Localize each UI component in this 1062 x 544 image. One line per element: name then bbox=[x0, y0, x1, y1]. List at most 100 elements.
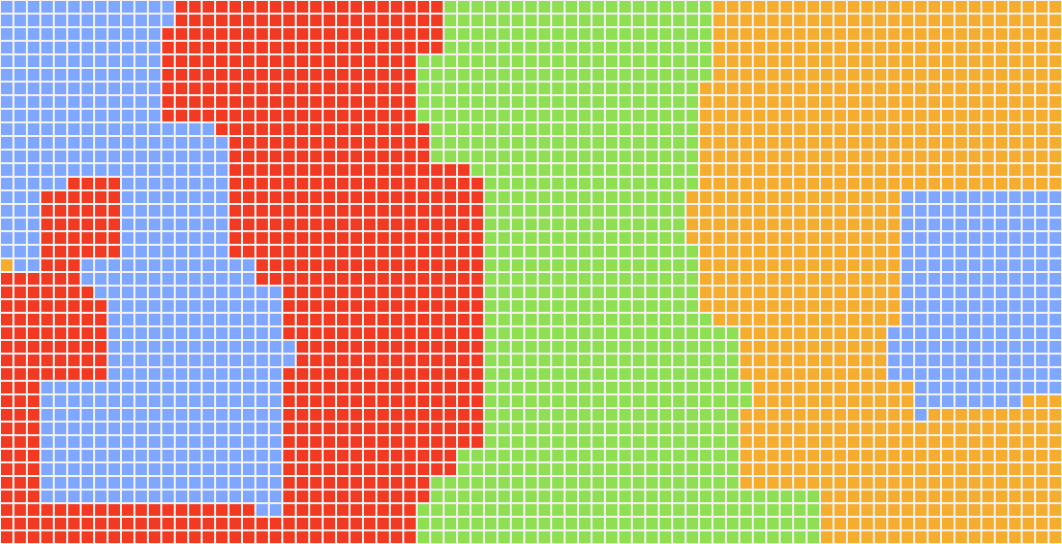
grid-cell-red[interactable] bbox=[350, 41, 362, 54]
grid-cell-blue[interactable] bbox=[41, 69, 53, 81]
grid-cell-blue[interactable] bbox=[189, 368, 201, 380]
grid-cell-red[interactable] bbox=[404, 1, 416, 13]
grid-cell-red[interactable] bbox=[444, 341, 457, 353]
grid-cell-green[interactable] bbox=[525, 137, 537, 149]
grid-cell-blue[interactable] bbox=[269, 477, 282, 489]
grid-cell-red[interactable] bbox=[323, 82, 336, 95]
grid-cell-red[interactable] bbox=[1, 300, 13, 312]
grid-cell-red[interactable] bbox=[81, 245, 94, 258]
grid-cell-blue[interactable] bbox=[175, 232, 188, 244]
grid-cell-green[interactable] bbox=[686, 449, 699, 462]
grid-cell-red[interactable] bbox=[431, 354, 443, 367]
grid-cell-blue[interactable] bbox=[269, 381, 282, 394]
grid-cell-blue[interactable] bbox=[14, 137, 26, 149]
grid-cell-blue[interactable] bbox=[229, 327, 241, 339]
grid-cell-red[interactable] bbox=[350, 96, 362, 108]
grid-cell-red[interactable] bbox=[444, 395, 457, 407]
grid-cell-green[interactable] bbox=[525, 273, 537, 285]
grid-cell-green[interactable] bbox=[498, 232, 510, 244]
grid-cell-blue[interactable] bbox=[216, 150, 228, 163]
grid-cell-green[interactable] bbox=[619, 368, 631, 380]
grid-cell-blue[interactable] bbox=[1022, 368, 1035, 380]
grid-cell-red[interactable] bbox=[310, 517, 322, 530]
grid-cell-orange[interactable] bbox=[794, 354, 806, 367]
grid-cell-orange[interactable] bbox=[726, 28, 739, 40]
grid-cell-orange[interactable] bbox=[1009, 1, 1021, 13]
grid-cell-red[interactable] bbox=[323, 259, 336, 271]
grid-cell-green[interactable] bbox=[686, 409, 699, 421]
grid-cell-red[interactable] bbox=[323, 245, 336, 258]
grid-cell-green[interactable] bbox=[538, 41, 551, 54]
grid-cell-blue[interactable] bbox=[148, 477, 161, 489]
grid-cell-orange[interactable] bbox=[955, 69, 967, 81]
grid-cell-orange[interactable] bbox=[686, 205, 699, 217]
grid-cell-orange[interactable] bbox=[726, 69, 739, 81]
grid-cell-orange[interactable] bbox=[888, 232, 900, 244]
grid-cell-blue[interactable] bbox=[135, 354, 147, 367]
grid-cell-blue[interactable] bbox=[242, 449, 255, 462]
grid-cell-red[interactable] bbox=[54, 205, 67, 217]
grid-cell-orange[interactable] bbox=[888, 177, 900, 190]
grid-cell-red[interactable] bbox=[41, 313, 53, 326]
grid-cell-red[interactable] bbox=[431, 177, 443, 190]
grid-cell-orange[interactable] bbox=[861, 41, 873, 54]
grid-cell-green[interactable] bbox=[552, 82, 564, 95]
grid-cell-green[interactable] bbox=[700, 517, 712, 530]
grid-cell-green[interactable] bbox=[552, 218, 564, 231]
grid-cell-blue[interactable] bbox=[108, 327, 120, 339]
grid-cell-blue[interactable] bbox=[68, 41, 80, 54]
grid-cell-orange[interactable] bbox=[995, 41, 1008, 54]
grid-cell-green[interactable] bbox=[484, 381, 497, 394]
grid-cell-orange[interactable] bbox=[901, 177, 914, 190]
grid-cell-orange[interactable] bbox=[767, 14, 779, 27]
grid-cell-green[interactable] bbox=[525, 463, 537, 475]
grid-cell-green[interactable] bbox=[632, 164, 645, 176]
grid-cell-red[interactable] bbox=[269, 41, 282, 54]
grid-cell-blue[interactable] bbox=[81, 82, 94, 95]
grid-cell-blue[interactable] bbox=[148, 368, 161, 380]
grid-cell-orange[interactable] bbox=[767, 436, 779, 448]
grid-cell-green[interactable] bbox=[511, 368, 524, 380]
grid-cell-green[interactable] bbox=[498, 218, 510, 231]
grid-cell-red[interactable] bbox=[404, 137, 416, 149]
grid-cell-blue[interactable] bbox=[175, 436, 188, 448]
grid-cell-green[interactable] bbox=[552, 28, 564, 40]
grid-cell-orange[interactable] bbox=[780, 150, 793, 163]
grid-cell-red[interactable] bbox=[323, 177, 336, 190]
grid-cell-red[interactable] bbox=[363, 313, 376, 326]
grid-cell-green[interactable] bbox=[619, 28, 631, 40]
grid-cell-red[interactable] bbox=[363, 273, 376, 285]
grid-cell-blue[interactable] bbox=[202, 286, 215, 299]
grid-cell-orange[interactable] bbox=[915, 150, 927, 163]
grid-cell-red[interactable] bbox=[444, 381, 457, 394]
grid-cell-red[interactable] bbox=[54, 327, 67, 339]
grid-cell-red[interactable] bbox=[390, 191, 403, 203]
grid-cell-green[interactable] bbox=[552, 150, 564, 163]
grid-cell-green[interactable] bbox=[605, 177, 618, 190]
grid-cell-green[interactable] bbox=[673, 327, 685, 339]
grid-cell-green[interactable] bbox=[700, 449, 712, 462]
grid-cell-orange[interactable] bbox=[861, 341, 873, 353]
grid-cell-green[interactable] bbox=[646, 150, 658, 163]
grid-cell-red[interactable] bbox=[283, 273, 295, 285]
grid-cell-orange[interactable] bbox=[726, 245, 739, 258]
grid-cell-orange[interactable] bbox=[767, 245, 779, 258]
grid-cell-red[interactable] bbox=[404, 368, 416, 380]
grid-cell-green[interactable] bbox=[673, 286, 685, 299]
grid-cell-orange[interactable] bbox=[780, 409, 793, 421]
grid-cell-red[interactable] bbox=[256, 531, 268, 543]
grid-cell-green[interactable] bbox=[673, 381, 685, 394]
grid-cell-green[interactable] bbox=[713, 354, 725, 367]
grid-cell-orange[interactable] bbox=[740, 449, 752, 462]
grid-cell-green[interactable] bbox=[498, 327, 510, 339]
grid-cell-green[interactable] bbox=[471, 531, 483, 543]
grid-cell-green[interactable] bbox=[646, 354, 658, 367]
grid-cell-red[interactable] bbox=[81, 232, 94, 244]
grid-cell-blue[interactable] bbox=[995, 205, 1008, 217]
grid-cell-orange[interactable] bbox=[942, 409, 954, 421]
grid-cell-blue[interactable] bbox=[968, 218, 981, 231]
grid-cell-red[interactable] bbox=[323, 232, 336, 244]
grid-cell-red[interactable] bbox=[310, 123, 322, 135]
grid-cell-green[interactable] bbox=[767, 504, 779, 516]
